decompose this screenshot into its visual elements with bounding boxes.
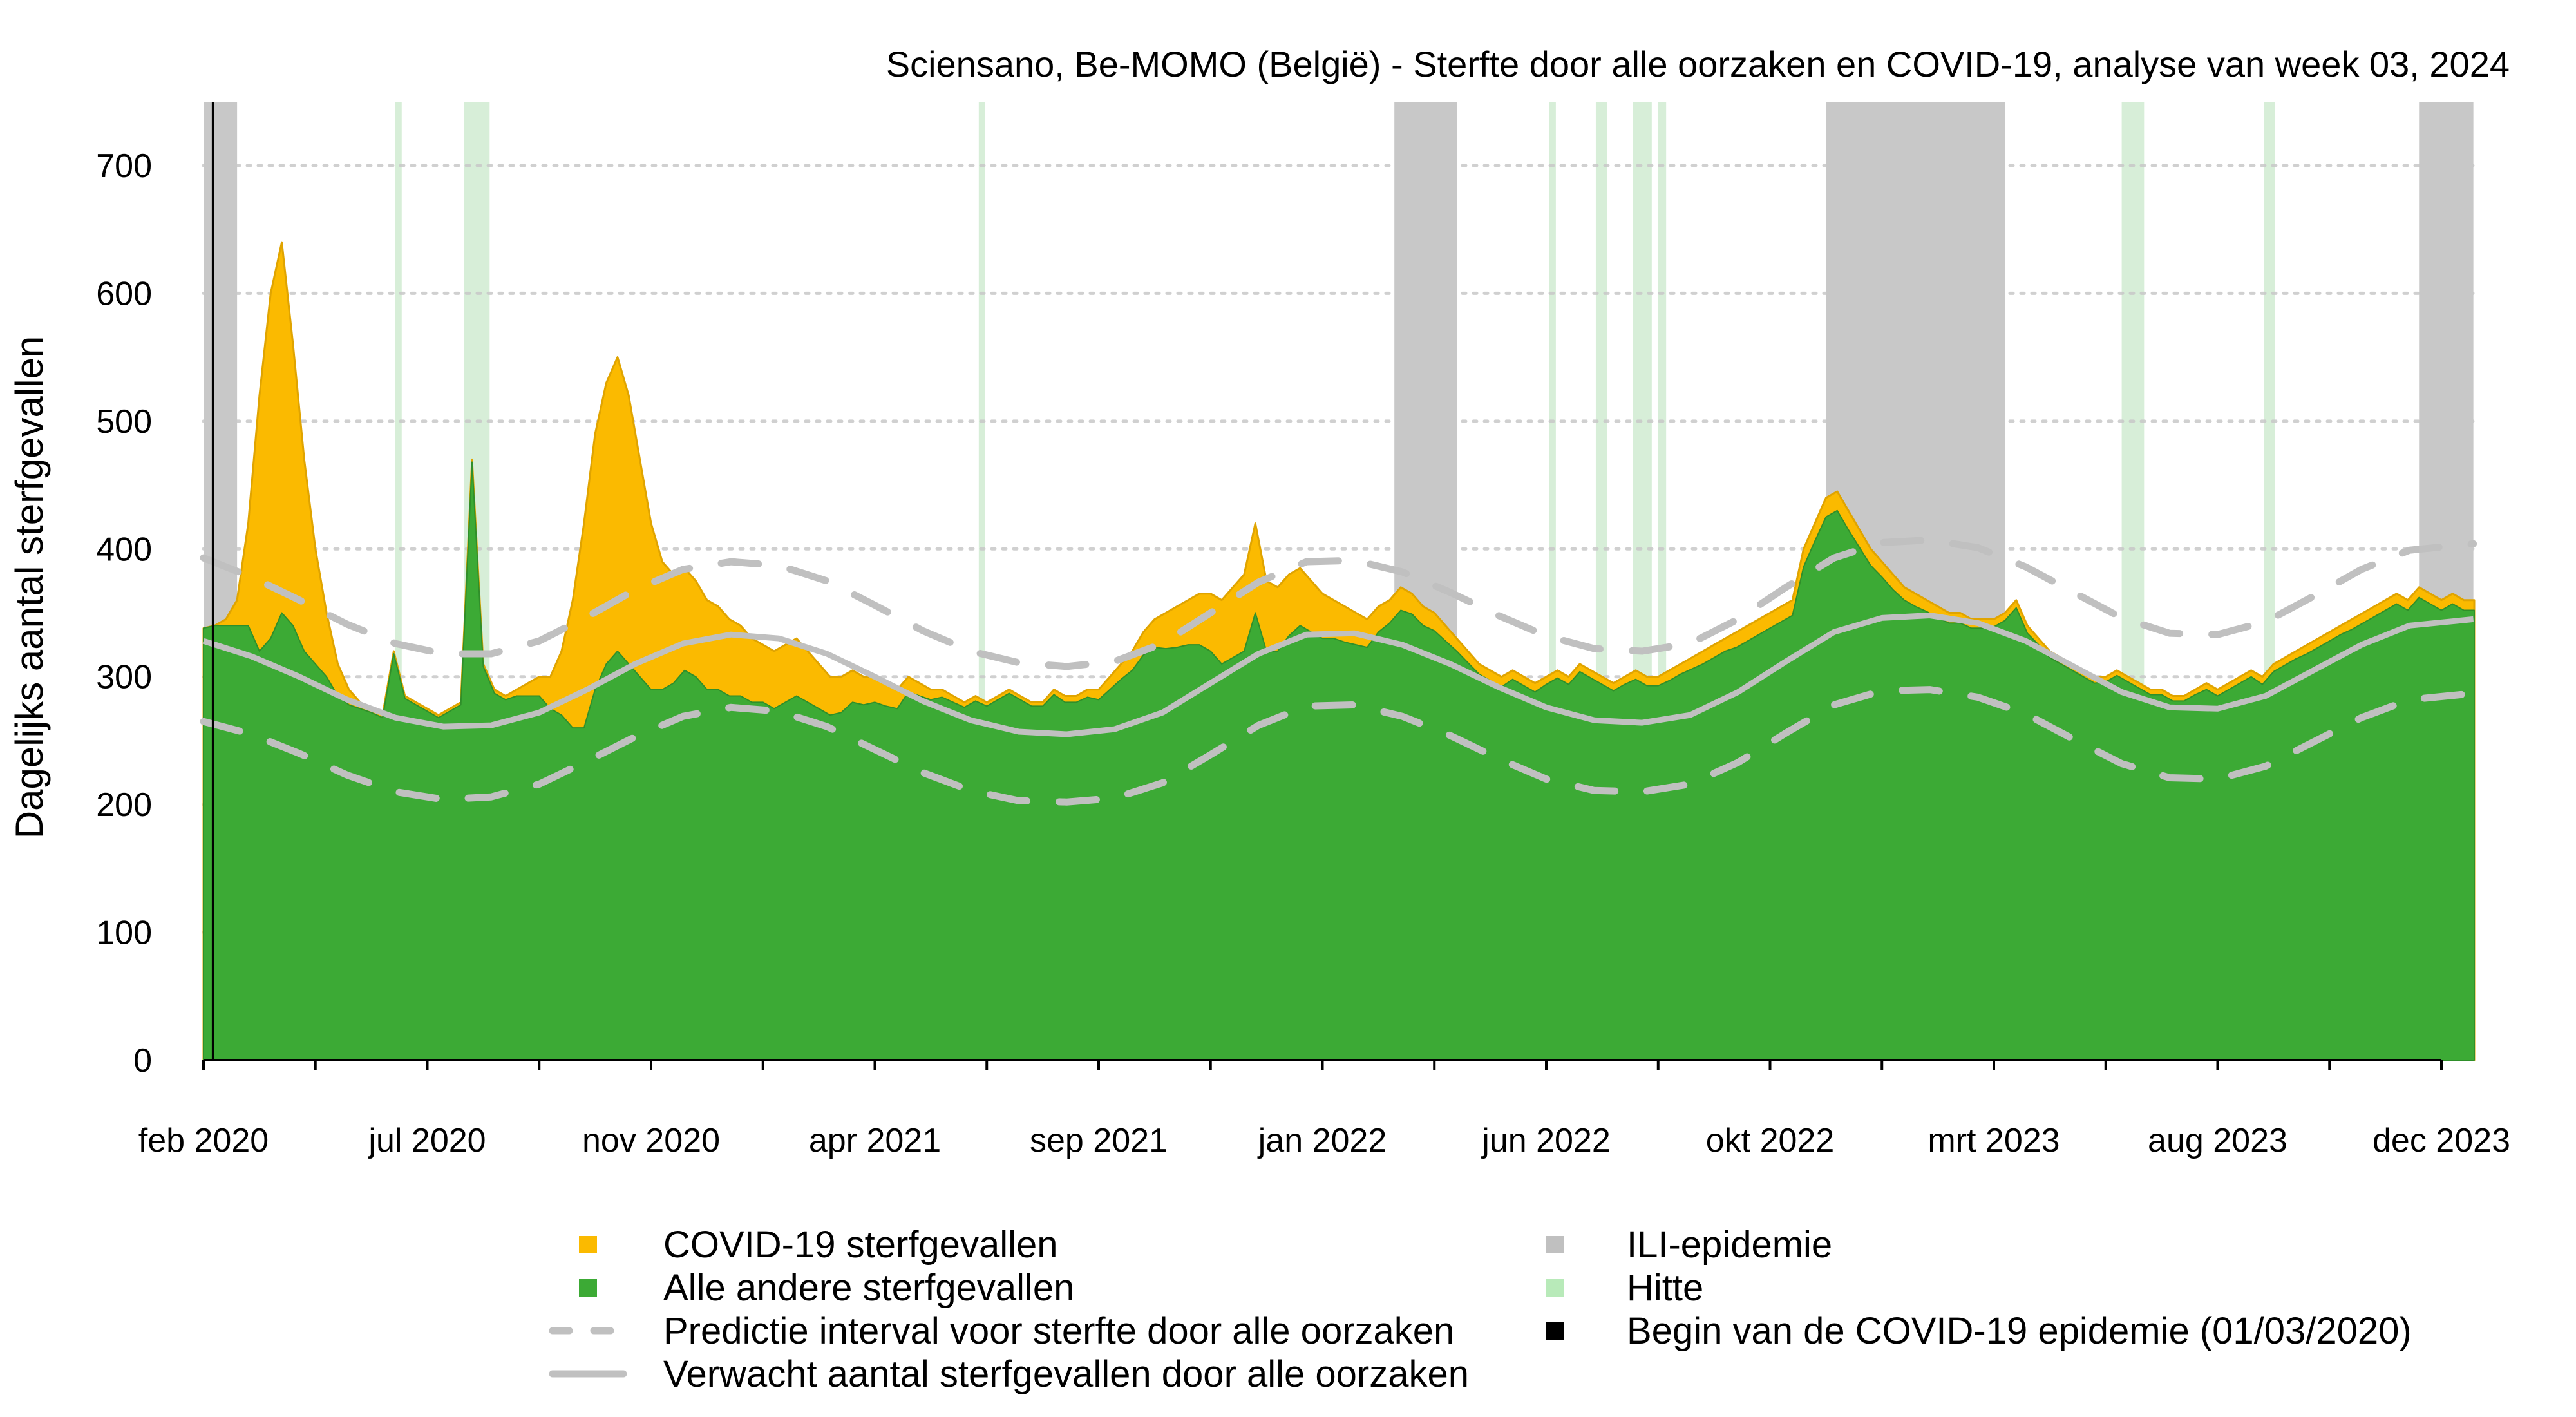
legend: COVID-19 sterfgevallen Alle andere sterf… [549, 1224, 2412, 1395]
expected-lines [200, 536, 2477, 806]
expected-deaths-line [202, 613, 2474, 737]
y-tick-label: 200 [96, 786, 152, 824]
y-axis-title: Dagelijks aantal sterfgevallen [8, 336, 51, 839]
y-tick-label: 700 [96, 147, 152, 185]
chart-title: Sciensano, Be-MOMO (België) - Sterfte do… [886, 44, 2510, 84]
legend-ili-label: ILI-epidemie [1627, 1224, 1832, 1266]
legend-other-swatch [579, 1279, 597, 1297]
legend-covid-swatch [579, 1236, 597, 1253]
legend-covid-start-label: Begin van de COVID-19 epidemie (01/03/20… [1627, 1310, 2412, 1352]
x-tick-label: dec 2023 [2372, 1122, 2510, 1159]
x-tick-label: aug 2023 [2148, 1122, 2287, 1159]
heat-period [395, 102, 402, 1060]
x-tick-label: mrt 2023 [1927, 1122, 2060, 1159]
legend-heat-label: Hitte [1627, 1267, 1703, 1309]
y-tick-label: 600 [96, 275, 152, 312]
heat-period [978, 102, 985, 1060]
y-tick-label: 400 [96, 531, 152, 568]
data-areas [202, 241, 2476, 1061]
x-tick-label: jun 2022 [1481, 1122, 1611, 1159]
prediction-interval-lower-line [200, 686, 2477, 806]
legend-other-label: Alle andere sterfgevallen [663, 1267, 1074, 1309]
prediction-interval-upper-line [200, 536, 2477, 670]
y-tick-label: 300 [96, 659, 152, 696]
x-tick-label: nov 2020 [582, 1122, 720, 1159]
x-tick-label: apr 2021 [809, 1122, 941, 1159]
legend-expected-label: Verwacht aantal sterfgevallen door alle … [663, 1353, 1469, 1395]
y-tick-label: 100 [96, 915, 152, 952]
x-axis: feb 2020 jul 2020 nov 2020 apr 2021 sep 2021… [138, 1059, 2510, 1159]
y-tick-label: 500 [96, 403, 152, 441]
other-deaths-area [203, 461, 2475, 1061]
legend-covid-label: COVID-19 sterfgevallen [663, 1224, 1057, 1266]
legend-prediction-label: Predictie interval voor sterfte door all… [663, 1310, 1454, 1352]
x-tick-label: jan 2022 [1257, 1122, 1387, 1159]
legend-heat-swatch [1546, 1279, 1564, 1297]
x-tick-label: feb 2020 [138, 1122, 269, 1159]
y-axis: 0 100 200 300 400 500 600 700 [96, 147, 152, 1079]
x-tick-label: okt 2022 [1706, 1122, 1835, 1159]
heat-period [1549, 102, 1556, 1060]
y-tick-label: 0 [133, 1042, 152, 1079]
legend-covid-start-swatch [1546, 1322, 1564, 1340]
x-tick-label: jul 2020 [367, 1122, 486, 1159]
x-tick-label: sep 2021 [1030, 1122, 1168, 1159]
legend-ili-swatch [1546, 1236, 1564, 1253]
